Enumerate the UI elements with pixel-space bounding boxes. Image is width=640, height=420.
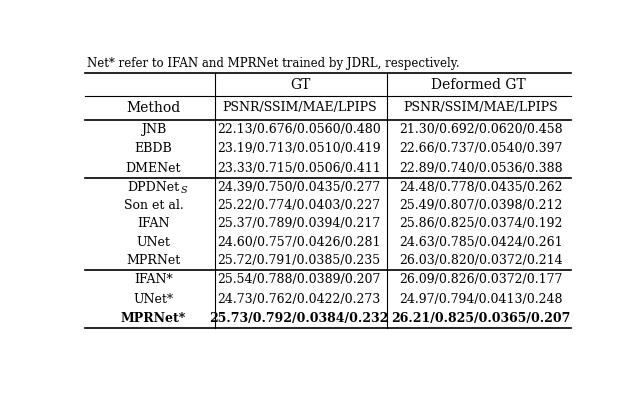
Text: 24.63/0.785/0.0424/0.261: 24.63/0.785/0.0424/0.261 [399, 236, 563, 249]
Text: 24.60/0.757/0.0426/0.281: 24.60/0.757/0.0426/0.281 [218, 236, 381, 249]
Text: 26.21/0.825/0.0365/0.207: 26.21/0.825/0.0365/0.207 [391, 312, 570, 325]
Text: MPRNet*: MPRNet* [121, 312, 186, 325]
Text: Net* refer to IFAN and MPRNet trained by JDRL, respectively.: Net* refer to IFAN and MPRNet trained by… [88, 57, 460, 70]
Text: 26.03/0.820/0.0372/0.214: 26.03/0.820/0.0372/0.214 [399, 254, 563, 267]
Text: 24.73/0.762/0.0422/0.273: 24.73/0.762/0.0422/0.273 [218, 293, 381, 306]
Text: Son et al.: Son et al. [124, 199, 183, 212]
Text: UNet: UNet [136, 236, 170, 249]
Text: JNB: JNB [141, 123, 166, 136]
Text: 26.09/0.826/0.0372/0.177: 26.09/0.826/0.0372/0.177 [399, 273, 563, 286]
Text: Method: Method [126, 101, 180, 115]
Text: 25.22/0.774/0.0403/0.227: 25.22/0.774/0.0403/0.227 [218, 199, 381, 212]
Text: DMENet: DMENet [125, 162, 181, 175]
Text: 22.13/0.676/0.0560/0.480: 22.13/0.676/0.0560/0.480 [218, 123, 381, 136]
Text: 25.49/0.807/0.0398/0.212: 25.49/0.807/0.0398/0.212 [399, 199, 563, 212]
Text: GT: GT [291, 78, 311, 92]
Text: EBDB: EBDB [134, 142, 172, 155]
Text: 23.33/0.715/0.0506/0.411: 23.33/0.715/0.0506/0.411 [218, 162, 381, 175]
Text: 25.73/0.792/0.0384/0.232: 25.73/0.792/0.0384/0.232 [209, 312, 389, 325]
Text: MPRNet: MPRNet [126, 254, 180, 267]
Text: 22.89/0.740/0.0536/0.388: 22.89/0.740/0.0536/0.388 [399, 162, 563, 175]
Text: UNet*: UNet* [133, 293, 173, 306]
Text: IFAN: IFAN [137, 218, 170, 231]
Text: PSNR/SSIM/MAE/LPIPS: PSNR/SSIM/MAE/LPIPS [222, 102, 376, 115]
Text: PSNR/SSIM/MAE/LPIPS: PSNR/SSIM/MAE/LPIPS [403, 102, 558, 115]
Text: S: S [181, 186, 188, 195]
Text: 24.39/0.750/0.0435/0.277: 24.39/0.750/0.0435/0.277 [218, 181, 381, 194]
Text: IFAN*: IFAN* [134, 273, 173, 286]
Text: 25.37/0.789/0.0394/0.217: 25.37/0.789/0.0394/0.217 [218, 218, 381, 231]
Text: 22.66/0.737/0.0540/0.397: 22.66/0.737/0.0540/0.397 [399, 142, 563, 155]
Text: 24.97/0.794/0.0413/0.248: 24.97/0.794/0.0413/0.248 [399, 293, 563, 306]
Text: 24.48/0.778/0.0435/0.262: 24.48/0.778/0.0435/0.262 [399, 181, 563, 194]
Text: 25.86/0.825/0.0374/0.192: 25.86/0.825/0.0374/0.192 [399, 218, 563, 231]
Text: DPDNet: DPDNet [127, 181, 179, 194]
Text: 21.30/0.692/0.0620/0.458: 21.30/0.692/0.0620/0.458 [399, 123, 563, 136]
Text: 25.54/0.788/0.0389/0.207: 25.54/0.788/0.0389/0.207 [218, 273, 381, 286]
Text: 23.19/0.713/0.0510/0.419: 23.19/0.713/0.0510/0.419 [218, 142, 381, 155]
Text: Deformed GT: Deformed GT [431, 78, 526, 92]
Text: 25.72/0.791/0.0385/0.235: 25.72/0.791/0.0385/0.235 [218, 254, 381, 267]
